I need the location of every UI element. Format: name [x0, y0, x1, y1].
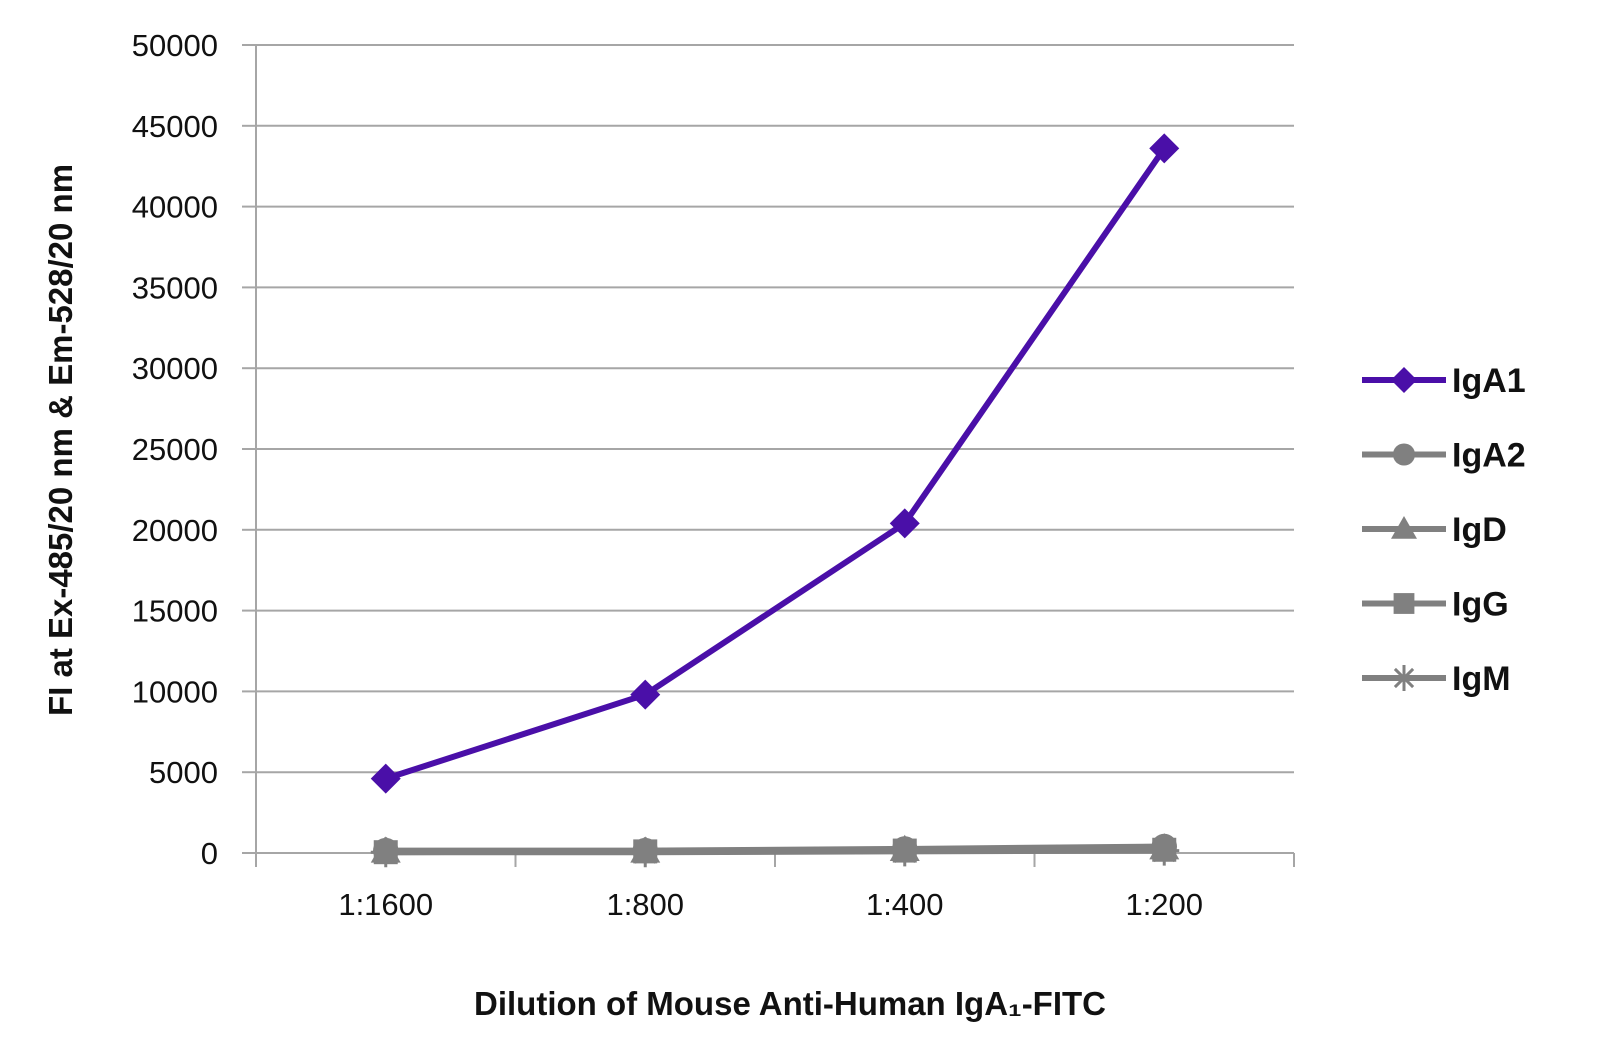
data-point — [630, 679, 661, 710]
data-point — [1151, 833, 1177, 860]
legend-marker — [1392, 443, 1416, 466]
x-tick-label: 1:800 — [606, 887, 684, 922]
legend-marker — [1391, 367, 1417, 393]
x-tick-label: 1:400 — [866, 887, 944, 922]
series-line — [384, 146, 1167, 782]
y-tick-label: 50000 — [132, 28, 218, 63]
series-group — [370, 133, 1180, 868]
legend-item-igg: IgG — [1362, 586, 1509, 624]
data-point — [889, 508, 920, 539]
y-tick-label: 40000 — [132, 190, 218, 225]
legend-item-igm: IgM — [1362, 660, 1511, 698]
data-point — [373, 837, 399, 864]
legend: IgA1 IgA2 IgD IgG IgM — [1362, 362, 1526, 698]
data-point — [1149, 133, 1180, 164]
y-tick-label: 25000 — [132, 432, 218, 467]
gridlines — [256, 44, 1294, 774]
y-tick-label: 5000 — [149, 755, 218, 790]
data-point — [892, 836, 918, 862]
legend-label: IgA1 — [1452, 362, 1526, 400]
legend-label: IgD — [1452, 511, 1507, 549]
y-tick-label: 30000 — [132, 351, 218, 386]
x-axis-title: Dilution of Mouse Anti-Human IgA₁-FITC — [474, 985, 1106, 1022]
y-axis-ticks: 0 5000 10000 15000 20000 25000 30000 35000 40000… — [132, 28, 256, 871]
legend-marker — [1391, 665, 1417, 691]
legend-item-iga1: IgA1 — [1362, 362, 1526, 400]
series-iga2 — [373, 833, 1177, 864]
y-tick-label: 15000 — [132, 594, 218, 629]
y-tick-label: 35000 — [132, 270, 218, 305]
legend-item-iga2: IgA2 — [1362, 437, 1526, 475]
x-tick-label: 1:1600 — [338, 887, 433, 922]
data-point — [370, 763, 401, 794]
y-tick-label: 10000 — [132, 674, 218, 709]
x-axis-ticks: 1:1600 1:800 1:400 1:200 — [255, 853, 1295, 922]
legend-item-igd: IgD — [1362, 511, 1507, 549]
legend-label: IgM — [1452, 660, 1511, 698]
y-tick-label: 0 — [201, 836, 218, 871]
legend-marker — [1391, 516, 1417, 539]
series-line — [385, 843, 1165, 854]
y-tick-label: 45000 — [132, 109, 218, 144]
data-point — [632, 837, 658, 864]
y-tick-label: 20000 — [132, 513, 218, 548]
legend-marker — [1393, 593, 1415, 614]
legend-label: IgA2 — [1452, 437, 1526, 475]
x-tick-label: 1:200 — [1125, 887, 1203, 922]
series-iga1 — [370, 133, 1180, 794]
y-axis-title: FI at Ex-485/20 nm & Em-528/20 nm — [42, 164, 79, 716]
legend-label: IgG — [1452, 586, 1509, 624]
